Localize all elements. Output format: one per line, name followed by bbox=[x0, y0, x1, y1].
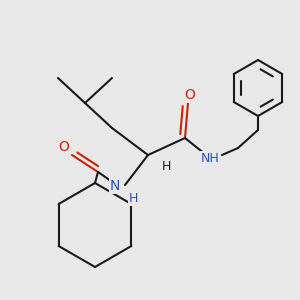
Text: H: H bbox=[128, 193, 138, 206]
Text: O: O bbox=[58, 140, 69, 154]
Text: H: H bbox=[161, 160, 171, 173]
Text: NH: NH bbox=[201, 152, 219, 164]
Text: N: N bbox=[110, 179, 120, 193]
Text: O: O bbox=[184, 88, 195, 102]
